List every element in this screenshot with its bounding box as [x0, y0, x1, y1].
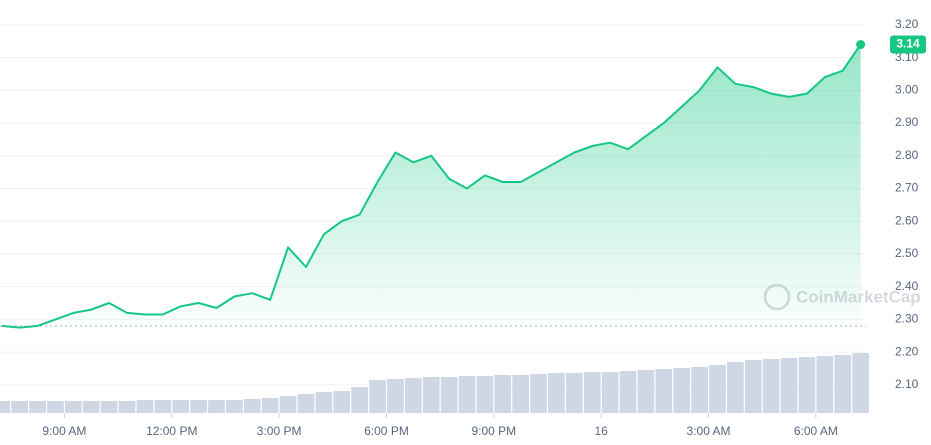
volume-bar — [118, 401, 136, 413]
volume-bar — [47, 401, 64, 413]
last-price-dot — [856, 40, 866, 50]
volume-bar — [100, 401, 118, 413]
volume-bar — [530, 374, 547, 413]
volume-bar — [208, 400, 225, 413]
y-tick-label: 2.40 — [895, 279, 919, 293]
volume-bar — [226, 400, 243, 413]
volume-bar — [601, 372, 619, 413]
volume-bar — [136, 400, 154, 413]
volume-bar — [476, 376, 494, 413]
volume-bar — [297, 394, 315, 413]
volume-bar — [583, 372, 601, 413]
y-tick-label: 2.80 — [895, 148, 919, 162]
volume-bar — [655, 369, 673, 413]
y-tick-label: 2.10 — [895, 377, 919, 391]
y-tick-label: 3.00 — [895, 82, 919, 96]
volume-bar — [351, 387, 368, 413]
volume-bar — [834, 355, 852, 413]
volume-bar — [369, 380, 386, 413]
volume-bar — [709, 365, 726, 413]
price-badge — [890, 35, 926, 54]
volume-bar — [154, 400, 172, 413]
x-tick-label: 9:00 AM — [42, 424, 86, 438]
volume-bar — [333, 391, 351, 413]
volume-bar — [261, 398, 279, 413]
y-tick-label: 2.20 — [895, 344, 919, 358]
volume-bar — [190, 400, 207, 413]
volume-bar — [243, 399, 261, 413]
x-tick-label: 6:00 PM — [364, 424, 409, 438]
volume-bar — [744, 360, 762, 413]
y-tick-label: 3.20 — [895, 17, 919, 31]
volume-bar — [762, 359, 780, 413]
volume-bar — [387, 379, 404, 413]
x-tick-label: 16 — [595, 424, 609, 438]
volume-bar — [172, 400, 190, 413]
volume-bar — [798, 357, 816, 413]
price-area — [1, 44, 861, 328]
volume-bar — [673, 368, 691, 413]
volume-bar — [279, 396, 297, 413]
volume-bar — [458, 376, 476, 413]
volume-bar — [440, 377, 458, 413]
volume-bar — [494, 375, 512, 413]
y-tick-label: 2.50 — [895, 246, 919, 260]
volume-bar — [422, 377, 440, 413]
x-tick-label: 12:00 PM — [146, 424, 197, 438]
price-badge-label: 3.14 — [896, 37, 920, 51]
volume-bar — [637, 370, 655, 413]
volume-bar — [29, 401, 46, 413]
x-tick-label: 6:00 AM — [794, 424, 838, 438]
volume-bar — [852, 353, 869, 413]
price-line — [1, 43, 862, 329]
volume-bar — [11, 401, 29, 413]
volume-bar — [65, 401, 82, 413]
volume-bar — [816, 356, 834, 413]
volume-bar — [780, 358, 798, 413]
volume-bar — [315, 392, 333, 413]
x-tick-label: 3:00 AM — [687, 424, 731, 438]
volume-bar — [566, 373, 583, 413]
volume-bar — [727, 362, 744, 413]
volume-bar — [512, 375, 530, 413]
y-tick-label: 2.70 — [895, 181, 919, 195]
x-tick-label: 9:00 PM — [471, 424, 516, 438]
y-tick-label: 2.90 — [895, 115, 919, 129]
y-tick-label: 2.30 — [895, 312, 919, 326]
volume-bar — [404, 378, 422, 413]
y-tick-label: 2.60 — [895, 213, 919, 227]
volume-bar — [691, 367, 708, 413]
x-tick-label: 3:00 PM — [257, 424, 302, 438]
volume-bar — [0, 401, 11, 413]
volume-bar — [548, 373, 565, 413]
volume-bar — [619, 371, 637, 413]
volume-bar — [82, 401, 100, 413]
